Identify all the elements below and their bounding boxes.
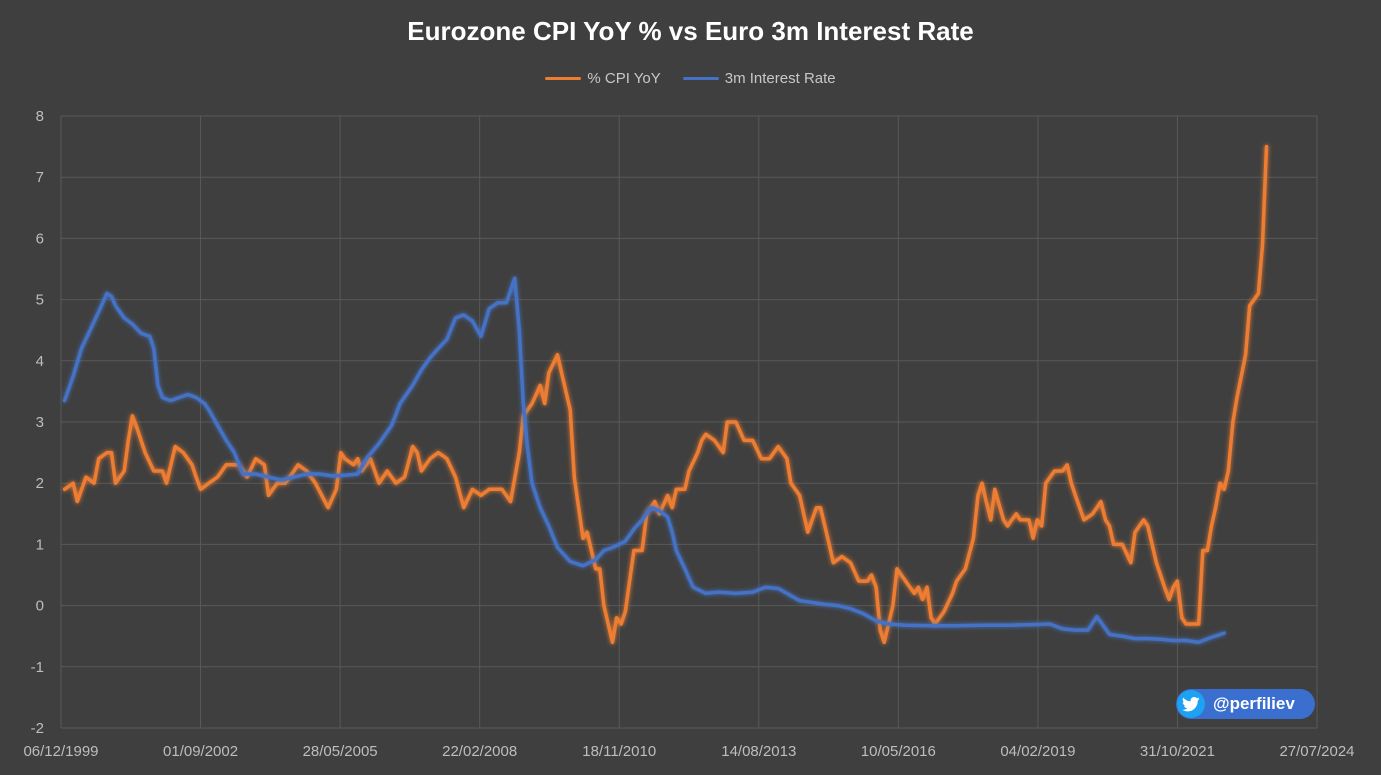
legend-swatch-cpi [545, 77, 582, 80]
x-tick-label: 10/05/2016 [861, 743, 936, 760]
x-tick-label: 31/10/2021 [1140, 743, 1215, 760]
y-tick-label: 3 [36, 414, 44, 431]
x-tick-label: 01/09/2002 [163, 743, 238, 760]
y-tick-label: -2 [31, 720, 44, 737]
y-tick-label: 6 [36, 230, 44, 247]
legend-swatch-rate [682, 77, 719, 80]
series-line-cpi [62, 144, 1269, 645]
chart-title: Eurozone CPI YoY % vs Euro 3m Interest R… [407, 16, 974, 46]
x-tick-label: 28/05/2005 [303, 743, 378, 760]
legend-label-cpi: % CPI YoY [587, 70, 661, 87]
x-axis-ticks: 06/12/1999 01/09/2002 28/05/2005 22/02/2008… [23, 743, 1354, 760]
legend-label-rate: 3m Interest Rate [724, 70, 836, 87]
y-tick-label: 1 [36, 536, 44, 553]
twitter-bird-icon [1177, 690, 1205, 718]
legend-item-rate[interactable]: 3m Interest Rate [682, 70, 836, 87]
y-tick-label: 4 [36, 353, 44, 370]
y-tick-label: -1 [31, 659, 44, 676]
x-tick-label: 22/02/2008 [442, 743, 517, 760]
watermark-badge: @perfiliev [1176, 689, 1315, 719]
x-tick-label: 04/02/2019 [1000, 743, 1075, 760]
y-tick-label: 2 [36, 475, 44, 492]
y-tick-label: 0 [36, 598, 44, 615]
grid-lines [60, 115, 1318, 729]
legend: % CPI YoY 3m Interest Rate [0, 70, 1381, 87]
x-tick-label: 06/12/1999 [23, 743, 98, 760]
y-tick-label: 7 [36, 169, 44, 186]
series-lines [62, 144, 1269, 645]
x-tick-label: 18/11/2010 [582, 743, 656, 760]
y-tick-label: 8 [36, 108, 44, 125]
y-axis-ticks: -2 -1 0 1 2 3 4 5 6 7 8 [31, 108, 44, 737]
watermark-handle: @perfiliev [1213, 694, 1295, 713]
series-line-interest-rate [62, 276, 1226, 645]
y-tick-label: 5 [36, 292, 44, 309]
x-tick-label: 27/07/2024 [1279, 743, 1354, 760]
legend-item-cpi[interactable]: % CPI YoY [545, 70, 661, 87]
x-tick-label: 14/08/2013 [721, 743, 796, 760]
